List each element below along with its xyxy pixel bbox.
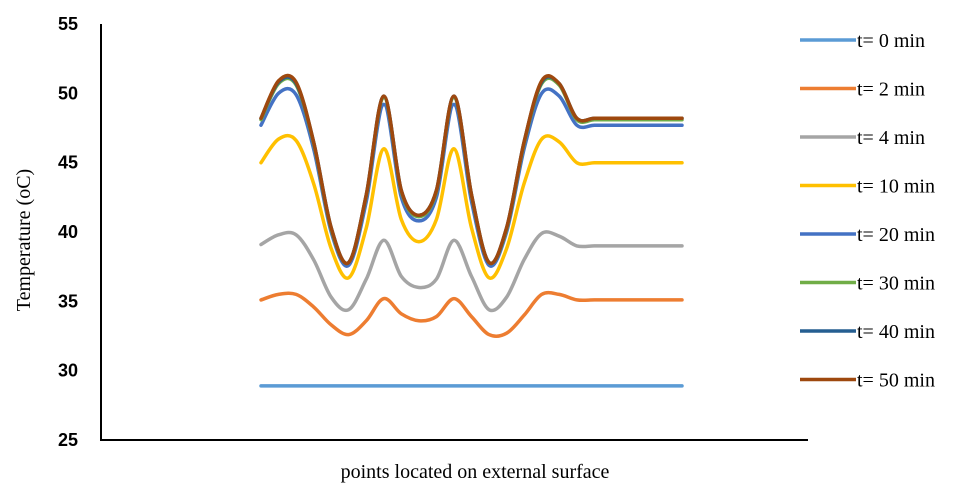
series-line-3 <box>259 230 684 313</box>
y-axis-title: Temperature (oC) <box>13 169 35 311</box>
legend-label-8: t= 50 min <box>857 370 935 392</box>
series-line-7 <box>259 75 684 266</box>
legend-label-2: t= 2 min <box>857 79 925 101</box>
legend-label-3: t= 4 min <box>857 127 925 149</box>
legend-label-7: t= 40 min <box>857 321 935 343</box>
y-tick-labels: 25 30 35 40 45 50 55 <box>58 14 78 450</box>
legend-label-5: t= 20 min <box>857 224 935 246</box>
x-axis-title: points located on external surface <box>341 461 610 483</box>
y-tick-label: 35 <box>58 291 78 311</box>
y-tick-label: 45 <box>58 153 78 173</box>
series-line-4 <box>259 133 684 280</box>
y-tick-label: 25 <box>58 430 78 450</box>
series-line-8 <box>259 73 684 266</box>
series-line-5 <box>259 86 684 268</box>
legend-label-4: t= 10 min <box>857 176 935 198</box>
series-line-2 <box>259 290 684 339</box>
legend: t= 0 min t= 2 min t= 4 min t= 10 min t= 20 m… <box>800 30 935 392</box>
y-tick-label: 55 <box>58 14 78 34</box>
y-tick-label: 50 <box>58 83 78 103</box>
legend-label-1: t= 0 min <box>857 30 925 52</box>
series-line-6 <box>259 76 684 266</box>
legend-label-6: t= 30 min <box>857 273 935 295</box>
series-group <box>259 73 684 388</box>
y-tick-label: 30 <box>58 361 78 381</box>
y-tick-label: 40 <box>58 222 78 242</box>
